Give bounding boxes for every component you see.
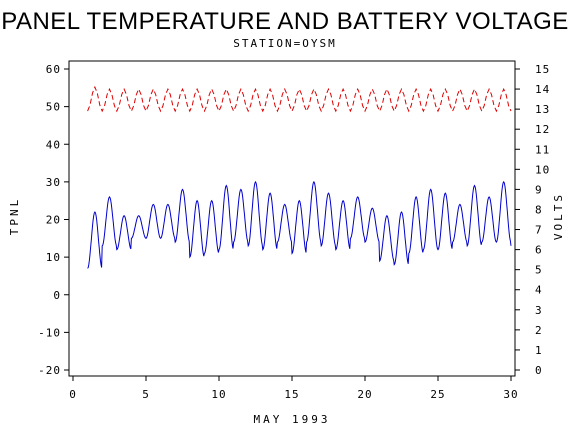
x-tick-label: 30 [503, 388, 518, 401]
left-tick-label: 20 [46, 214, 61, 227]
left-tick-label: 50 [46, 101, 61, 114]
series-layer [87, 85, 512, 269]
right-tick-label: 12 [535, 123, 550, 136]
right-tick-label: 14 [535, 83, 550, 96]
plot-frame [68, 60, 516, 377]
x-tick-label: 5 [142, 388, 150, 401]
left-tick-label: -20 [38, 364, 61, 377]
right-tick-label: 7 [535, 224, 543, 237]
right-tick-label: 3 [535, 304, 543, 317]
x-tick-label: 20 [357, 388, 372, 401]
x-tick-label: 25 [430, 388, 445, 401]
right-axis-label: VOLTS [552, 192, 565, 240]
x-tick-label: 0 [69, 388, 77, 401]
x-tick-label: 15 [284, 388, 299, 401]
left-tick-label: 10 [46, 251, 61, 264]
chart-title: PANEL TEMPERATURE AND BATTERY VOLTAGE [1, 8, 569, 35]
left-axis-label: TPNL [8, 197, 21, 236]
chart-subtitle: STATION=OYSM [233, 37, 336, 50]
right-tick-label: 2 [535, 324, 543, 337]
right-tick-label: 8 [535, 203, 543, 216]
panel-temperature-line [87, 180, 512, 269]
left-axis: -20 -10 0 10 20 30 40 50 60 [38, 63, 69, 377]
right-tick-label: 0 [535, 364, 543, 377]
right-tick-label: 6 [535, 244, 543, 257]
right-tick-label: 15 [535, 63, 550, 76]
right-tick-label: 11 [535, 143, 550, 156]
left-tick-label: -10 [38, 326, 61, 339]
x-tick-label: 10 [211, 388, 226, 401]
right-tick-label: 5 [535, 264, 543, 277]
left-tick-label: 30 [46, 176, 61, 189]
left-tick-label: 0 [53, 289, 61, 302]
right-tick-label: 10 [535, 163, 550, 176]
x-axis: 0 5 10 15 20 25 30 [69, 376, 518, 401]
right-tick-label: 4 [535, 284, 543, 297]
x-axis-label: MAY 1993 [254, 413, 331, 426]
right-tick-label: 1 [535, 344, 543, 357]
battery-voltage-line [87, 85, 512, 113]
right-tick-label: 13 [535, 103, 550, 116]
left-tick-label: 40 [46, 138, 61, 151]
right-tick-label: 9 [535, 183, 543, 196]
left-tick-label: 60 [46, 63, 61, 76]
